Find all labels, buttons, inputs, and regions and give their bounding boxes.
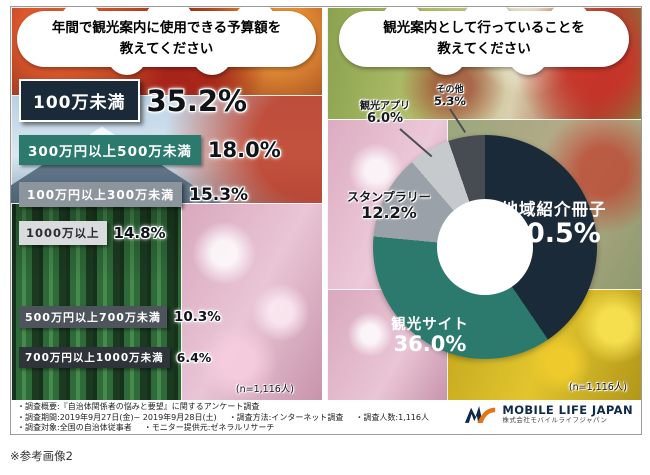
slice-label-booklet: 地域紹介冊子 40.5%	[501, 200, 607, 250]
bar-3m-5m: 300万円以上500万未満	[19, 135, 201, 165]
sample-size-label: (n=1,116人)	[568, 382, 627, 393]
bar-percent: 10.3%	[173, 309, 221, 325]
bar-percent: 6.4%	[176, 350, 212, 365]
bar-5m-7m: 500万円以上700万未満	[19, 306, 167, 328]
budget-chart-panel: 年間で観光案内に使用できる予算額を 教えてください 100万未満 35.2% 3…	[11, 7, 322, 400]
survey-details-footer: ・調査概要:『自治体関係者の悩みと要望』に関するアンケート調査 ・調査期間:20…	[11, 400, 641, 434]
title-line-2: 教えてください	[437, 41, 531, 57]
bar-row: 500万円以上700万未満 10.3%	[19, 306, 221, 328]
cloud-bump	[426, 35, 466, 75]
cloud-bump	[58, 7, 103, 46]
cloud-bump	[460, 7, 513, 51]
bar-row: 1000万以上 14.8%	[19, 221, 166, 245]
slice-label-tourism-app: 観光アプリ 6.0%	[360, 101, 410, 127]
logo-text: MOBILE LIFE JAPAN 株式会社モバイルライフジャパン	[502, 403, 633, 425]
reference-caption: ※参考画像2	[10, 449, 73, 463]
cloud-bump	[379, 7, 424, 46]
budget-chart-title-cloud: 年間で観光案内に使用できる予算額を 教えてください	[17, 7, 316, 75]
title-line-2: 教えてください	[119, 41, 214, 57]
bar-row: 100万未満 35.2%	[19, 79, 247, 122]
title-line-1: 年間で観光案内に使用できる予算額を	[51, 20, 282, 37]
logo-company: 株式会社モバイルライフジャパン	[502, 416, 608, 425]
budget-chart-title: 年間で観光案内に使用できる予算額を 教えてください	[52, 18, 281, 60]
bar-percent: 14.8%	[113, 224, 166, 242]
activities-chart-panel: 観光案内として行っていることを 教えてください 地域紹介冊子 40.5% 観光サ…	[327, 7, 641, 400]
activities-chart-title: 観光案内として行っていることを 教えてください	[383, 18, 584, 60]
title-line-1: 観光案内として行っていることを	[383, 20, 585, 37]
bar-7m-10m: 700万円以上1000万未満	[19, 347, 170, 368]
photo-cherry-blossoms	[181, 203, 322, 400]
company-logo: MOBILE LIFE JAPAN 株式会社モバイルライフジャパン	[464, 403, 633, 425]
bar-over-10m: 1000万以上	[19, 221, 107, 245]
bar-percent: 18.0%	[207, 138, 281, 162]
bar-percent: 15.3%	[189, 184, 249, 205]
cloud-bump	[547, 7, 592, 46]
mobile-life-logo-icon	[465, 406, 496, 424]
cloud-bump	[106, 35, 147, 75]
sample-size-label: (n=1,116人)	[235, 384, 294, 395]
cloud-bump	[192, 35, 233, 75]
donut-chart	[373, 135, 597, 359]
survey-details-text: ・調査概要:『自治体関係者の悩みと要望』に関するアンケート調査 ・調査期間:20…	[17, 402, 467, 434]
cloud-bump	[142, 7, 195, 51]
bar-1m-3m: 100万円以上300万未満	[19, 182, 183, 207]
logo-name: MOBILE LIFE JAPAN	[502, 403, 633, 417]
bar-under-1m: 100万未満	[19, 79, 140, 122]
cloud-bump	[233, 7, 278, 46]
bar-percent: 35.2%	[146, 83, 248, 118]
slice-label-stamp-rally: スタンプラリー 12.2%	[347, 190, 431, 223]
cloud-bump	[507, 35, 548, 75]
slice-label-other: その他 5.3%	[434, 85, 466, 109]
infographic-frame: 年間で観光案内に使用できる予算額を 教えてください 100万未満 35.2% 3…	[10, 6, 642, 435]
slice-label-tourism-site: 観光サイト 36.0%	[391, 317, 469, 357]
panel-divider	[322, 7, 327, 400]
bar-row: 700万円以上1000万未満 6.4%	[19, 347, 211, 368]
survey-line-2: ・調査期間:2019年9月27日(金)~ 2019年9月28日(土) ・調査方法:…	[17, 412, 429, 422]
activities-chart-title-cloud: 観光案内として行っていることを 教えてください	[339, 7, 629, 75]
survey-line-1: ・調査概要:『自治体関係者の悩みと要望』に関するアンケート調査	[17, 402, 260, 411]
bar-row: 100万円以上300万未満 15.3%	[19, 182, 248, 207]
bar-row: 300万円以上500万未満 18.0%	[19, 135, 281, 165]
survey-line-3: ・調査対象:全国の自治体従事者 ・モニター提供元:ゼネラルリサーチ	[17, 423, 275, 433]
